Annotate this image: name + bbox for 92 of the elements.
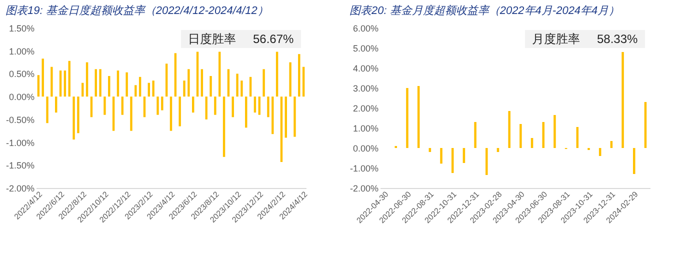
bar — [165, 64, 168, 97]
y-tick-label: -2.00% — [350, 184, 378, 194]
bar — [267, 96, 270, 118]
y-tick-label: 6.00% — [352, 24, 378, 34]
bar — [542, 122, 544, 148]
bar — [205, 96, 208, 120]
bar — [143, 96, 146, 118]
annotation: 58.33% — [597, 32, 638, 46]
y-tick-label: 0.00% — [352, 144, 378, 154]
bar — [298, 54, 300, 97]
bar — [94, 69, 97, 97]
bar — [236, 74, 238, 97]
bar — [232, 96, 234, 118]
bar — [474, 122, 476, 148]
bar — [174, 53, 177, 97]
bar — [126, 72, 128, 97]
bar — [121, 96, 124, 115]
bar — [210, 76, 212, 97]
bar — [50, 66, 53, 97]
bar — [134, 85, 137, 97]
bar — [170, 96, 172, 131]
bar — [520, 124, 522, 148]
bar — [42, 58, 44, 97]
y-tick-label: 0.50% — [8, 69, 34, 80]
bar — [227, 69, 230, 97]
bar — [156, 96, 159, 115]
bar — [183, 80, 186, 97]
bar — [77, 96, 80, 134]
y-tick-label: 2.00% — [352, 104, 378, 114]
y-tick-label: 4.00% — [352, 64, 378, 74]
bar — [294, 96, 296, 137]
bar — [178, 96, 181, 126]
bar — [99, 69, 102, 97]
y-tick-label: 5.00% — [352, 44, 378, 54]
bar — [55, 96, 58, 113]
annotation: 月度胜率 — [532, 32, 580, 46]
bar — [116, 70, 120, 97]
bar — [222, 96, 226, 157]
bar — [192, 96, 194, 113]
y-tick-label: 1.50% — [8, 24, 34, 34]
bar — [302, 66, 305, 97]
bar — [254, 96, 256, 113]
bar — [161, 96, 164, 110]
bar — [196, 52, 199, 97]
bar — [240, 80, 243, 97]
bar — [90, 96, 93, 118]
bar — [68, 60, 70, 97]
bar — [72, 96, 75, 140]
bar — [508, 111, 510, 148]
bar — [104, 96, 106, 115]
bar — [245, 96, 248, 128]
y-tick-label: -2.00% — [6, 184, 34, 194]
bar — [59, 70, 62, 97]
bar — [486, 148, 488, 175]
chart-title: 图表19: 基金日度超额收益率（2022/4/12-2024/4/12） — [5, 4, 268, 17]
y-tick-label: -1.00% — [6, 138, 34, 148]
bar — [37, 75, 40, 97]
bar — [632, 148, 636, 174]
bar — [214, 96, 216, 115]
bar — [86, 62, 88, 97]
bar — [138, 76, 142, 97]
bar — [152, 80, 154, 97]
y-tick-label: 0.00% — [8, 92, 34, 102]
annotation: 56.67% — [253, 32, 294, 46]
bar — [46, 96, 48, 124]
bar — [64, 70, 66, 97]
bar — [284, 96, 287, 138]
chart-title: 图表20: 基金月度超额收益率（2022年4月-2024年4月） — [349, 4, 620, 17]
y-tick-label: -1.00% — [350, 164, 378, 174]
bar — [622, 52, 624, 148]
bar — [130, 96, 132, 131]
bar — [276, 52, 278, 97]
bar — [280, 96, 283, 162]
bar — [272, 96, 274, 134]
bar — [289, 62, 292, 97]
y-tick-label: 1.00% — [8, 46, 34, 56]
bar — [112, 96, 115, 131]
bar — [218, 52, 221, 97]
bar — [406, 88, 408, 148]
y-tick-label: 3.00% — [352, 84, 378, 94]
y-tick-label: 1.00% — [352, 124, 378, 134]
bar — [554, 115, 556, 148]
bar — [262, 69, 265, 97]
annotation: 日度胜率 — [188, 32, 236, 46]
bar — [258, 96, 260, 115]
y-tick-label: -1.50% — [6, 160, 34, 171]
bar — [200, 69, 204, 97]
bar — [440, 148, 442, 164]
y-tick-label: -0.50% — [6, 114, 34, 125]
bar — [188, 69, 190, 97]
bar — [108, 76, 110, 97]
bar — [249, 76, 252, 97]
